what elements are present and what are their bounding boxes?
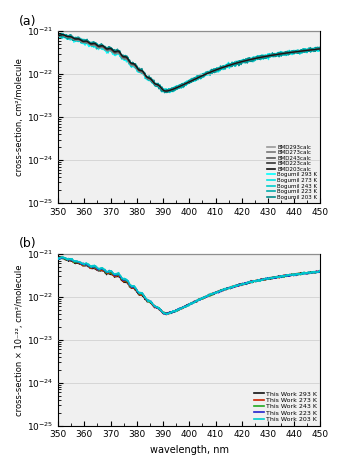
Legend: BMD293calc, BMD273calc, BMD243calc, BMD223calc, BMD203calc, Bogumil 293 K, Bogum: BMD293calc, BMD273calc, BMD243calc, BMD2… [267,144,318,200]
Y-axis label: cross-section, cm²/molecule: cross-section, cm²/molecule [15,58,24,176]
Text: (a): (a) [19,15,36,28]
Y-axis label: cross-section × 10⁻²², cm²/molecule: cross-section × 10⁻²², cm²/molecule [15,264,24,415]
Text: (b): (b) [19,237,36,251]
X-axis label: wavelength, nm: wavelength, nm [150,445,229,455]
Legend: This Work 293 K, This Work 273 K, This Work 243 K, This Work 223 K, This Work 20: This Work 293 K, This Work 273 K, This W… [254,391,317,423]
